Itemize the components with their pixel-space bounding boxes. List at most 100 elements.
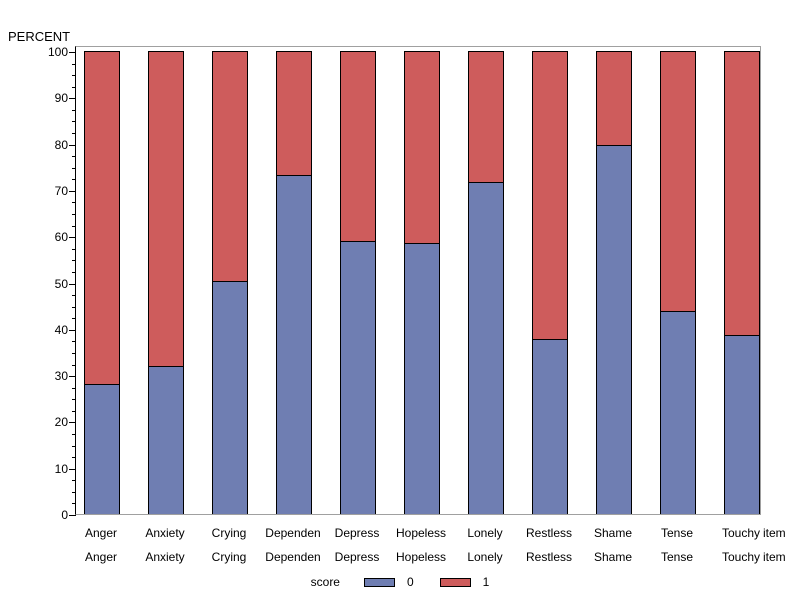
x-label-anger: Anger <box>84 526 118 540</box>
bar-touchy <box>724 51 760 514</box>
group-label-anxiety: Anxiety <box>145 550 185 564</box>
y-minor-tick-mark <box>72 295 76 297</box>
y-tick-label: 90 <box>54 91 68 106</box>
y-minor-tick-mark <box>72 387 76 389</box>
group-label-touchy: Touchy <box>721 550 761 564</box>
group-label-hopeless: Hopeless <box>395 550 447 564</box>
group-label-shame: Shame <box>593 550 633 564</box>
group-label-lonely: Lonely <box>467 550 503 564</box>
bar-restless <box>532 51 568 514</box>
bar-segment-score0 <box>213 281 247 514</box>
y-minor-tick-mark <box>72 306 76 308</box>
y-minor-tick-mark <box>72 399 76 401</box>
y-tick-mark <box>69 52 76 53</box>
y-minor-tick-mark <box>72 63 76 65</box>
y-minor-tick-mark <box>72 75 76 77</box>
y-tick-mark <box>69 190 76 192</box>
y-minor-tick-mark <box>72 503 76 505</box>
y-minor-tick-mark <box>72 445 76 447</box>
axis-name-item: item <box>763 526 786 540</box>
bar-segment-score0 <box>405 244 439 514</box>
y-minor-tick-mark <box>72 133 76 135</box>
bar-segment-score0 <box>341 242 375 514</box>
group-label-crying: Crying <box>211 550 247 564</box>
bar-segment-score1 <box>661 52 695 313</box>
y-minor-tick-mark <box>72 202 76 204</box>
legend-label: 0 <box>406 575 414 589</box>
x-label-tense: Tense <box>660 526 694 540</box>
group-label-dependen: Dependen <box>265 550 321 564</box>
x-label-hopeless: Hopeless <box>395 526 447 540</box>
y-tick-label: 60 <box>54 230 68 245</box>
y-tick-label: 10 <box>54 461 68 476</box>
y-minor-tick-mark <box>72 121 76 123</box>
y-minor-tick-mark <box>72 248 76 250</box>
bar-tense <box>660 51 696 514</box>
bar-anxiety <box>148 51 184 514</box>
bar-crying <box>212 51 248 514</box>
axis-name-item: item <box>763 550 786 564</box>
bar-segment-score1 <box>149 52 183 368</box>
y-tick-mark <box>69 468 76 470</box>
bar-segment-score1 <box>597 52 631 146</box>
x-label-shame: Shame <box>593 526 633 540</box>
group-label-tense: Tense <box>660 550 694 564</box>
y-minor-tick-mark <box>72 341 76 343</box>
y-tick-label: 20 <box>54 415 68 430</box>
y-minor-tick-mark <box>72 109 76 111</box>
y-minor-tick-mark <box>72 271 76 273</box>
bar-segment-score0 <box>149 367 183 514</box>
group-label-anger: Anger <box>84 550 118 564</box>
y-minor-tick-mark <box>72 260 76 262</box>
y-tick-mark <box>69 422 76 424</box>
bar-segment-score0 <box>533 340 567 514</box>
group-label-restless: Restless <box>525 550 572 564</box>
legend-swatch-score1 <box>439 578 471 587</box>
y-tick-mark <box>69 376 76 378</box>
y-minor-tick-mark <box>72 491 76 493</box>
bar-segment-score1 <box>405 52 439 245</box>
y-minor-tick-mark <box>72 225 76 227</box>
plot-area <box>75 46 761 515</box>
x-label-lonely: Lonely <box>467 526 503 540</box>
bar-segment-score0 <box>469 182 503 514</box>
y-tick-label: 70 <box>54 183 68 198</box>
x-label-crying: Crying <box>211 526 247 540</box>
y-tick-label: 100 <box>47 45 68 59</box>
y-tick-label: 50 <box>54 276 68 291</box>
bar-lonely <box>468 51 504 514</box>
bar-segment-score0 <box>597 145 631 514</box>
y-minor-tick-mark <box>72 167 76 169</box>
bar-segment-score1 <box>277 52 311 176</box>
y-minor-tick-mark <box>72 433 76 435</box>
y-axis-title: PERCENT <box>8 29 71 44</box>
legend-entry-score0: 0 <box>363 575 414 590</box>
y-minor-tick-mark <box>72 214 76 216</box>
y-tick-mark <box>69 144 76 146</box>
bar-dependen <box>276 51 312 514</box>
y-minor-tick-mark <box>72 179 76 181</box>
group-label-depress: Depress <box>334 550 380 564</box>
bar-segment-score1 <box>725 52 759 337</box>
bar-depress <box>340 51 376 514</box>
legend-swatch-score0 <box>363 578 395 587</box>
bar-segment-score0 <box>277 175 311 514</box>
bar-segment-score1 <box>213 52 247 282</box>
y-tick-label: 30 <box>54 369 68 384</box>
y-minor-tick-mark <box>72 318 76 320</box>
y-tick-mark <box>69 329 76 331</box>
y-tick-mark <box>69 515 76 516</box>
x-label-touchy: Touchy <box>721 526 761 540</box>
y-tick-label: 0 <box>61 508 68 522</box>
y-tick-label: 80 <box>54 137 68 152</box>
y-minor-tick-mark <box>72 156 76 158</box>
x-label-dependen: Dependen <box>265 526 321 540</box>
x-label-depress: Depress <box>334 526 380 540</box>
bar-segment-score1 <box>533 52 567 341</box>
y-tick-label: 40 <box>54 322 68 337</box>
y-tick-mark <box>69 237 76 239</box>
y-tick-mark <box>69 98 76 100</box>
